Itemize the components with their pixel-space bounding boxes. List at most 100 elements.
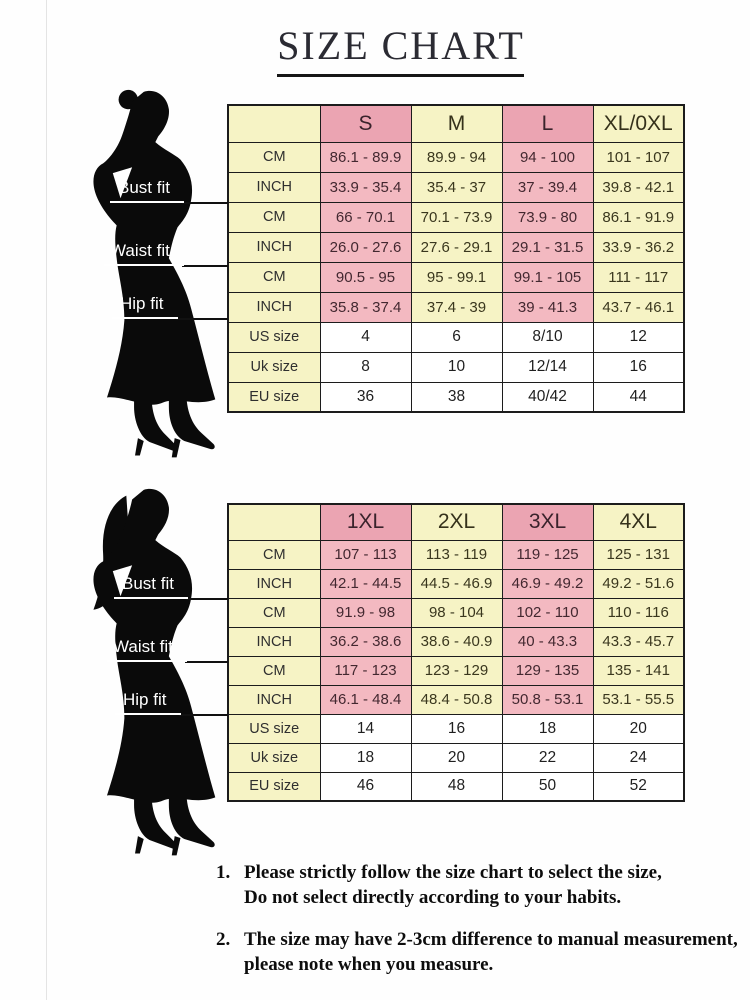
waist-fit-underline [104,264,184,266]
note-line: The size may have 2-3cm difference to ma… [244,929,738,951]
table-row: US size 14 16 18 20 [227,713,685,744]
value-cell: 117 - 123 [319,655,412,686]
value-cell: 35.8 - 37.4 [319,291,412,323]
value-cell: 110 - 116 [592,597,685,628]
note-line: Do not select directly according to your… [244,887,622,909]
size-column-header: L [501,104,594,143]
value-cell: 39.8 - 42.1 [592,171,685,203]
row-label-cell: INCH [227,291,321,323]
value-cell: 86.1 - 91.9 [592,201,685,233]
size-column-header: 1XL [319,503,412,541]
size-table-plus: 1XL 2XL 3XL 4XL CM 107 - 113 113 - 119 119 - 12… [227,503,685,802]
size-column-header: 3XL [501,503,594,541]
table-row: Uk size 8 10 12/14 16 [227,351,685,383]
value-cell: 101 - 107 [592,141,685,173]
value-cell: 50.8 - 53.1 [501,684,594,715]
row-label-cell: INCH [227,626,321,657]
value-cell: 49.2 - 51.6 [592,568,685,599]
value-cell: 36.2 - 38.6 [319,626,412,657]
bust-fit-underline [114,597,188,599]
value-cell: 14 [319,713,412,744]
row-label-cell: CM [227,539,321,570]
value-cell: 37.4 - 39 [410,291,503,323]
value-cell: 86.1 - 89.9 [319,141,412,173]
bust-fit-connector-line [186,598,228,600]
value-cell: 10 [410,351,503,383]
value-cell: 38.6 - 40.9 [410,626,503,657]
row-label-cell: EU size [227,381,321,413]
waist-fit-underline [107,660,187,662]
value-cell: 36 [319,381,412,413]
row-label-cell: Uk size [227,742,321,773]
value-cell: 107 - 113 [319,539,412,570]
notes-section: 1. Please strictly follow the size chart… [216,860,740,994]
value-cell: 33.9 - 35.4 [319,171,412,203]
value-cell: 26.0 - 27.6 [319,231,412,263]
size-column-header: M [410,104,503,143]
value-cell: 35.4 - 37 [410,171,503,203]
row-label-cell: Uk size [227,351,321,383]
row-label-cell: US size [227,713,321,744]
value-cell: 27.6 - 29.1 [410,231,503,263]
value-cell: 43.3 - 45.7 [592,626,685,657]
value-cell: 4 [319,321,412,353]
table-row: INCH 36.2 - 38.6 38.6 - 40.9 40 - 43.3 43.3 … [227,626,685,657]
row-label-cell: EU size [227,771,321,802]
female-silhouette-top [93,89,216,458]
size-column-header: 4XL [592,503,685,541]
waist-fit-label: Waist fit [110,241,170,260]
bust-fit-underline [110,201,184,203]
value-cell: 12 [592,321,685,353]
size-table-plus-wrap: 1XL 2XL 3XL 4XL CM 107 - 113 113 - 119 119 - 12… [227,503,685,802]
page-title: SIZE CHART [277,23,525,68]
value-cell: 129 - 135 [501,655,594,686]
value-cell: 16 [592,351,685,383]
row-label-cell: CM [227,261,321,293]
waist-fit-label: Waist fit [113,637,173,656]
size-column-header: S [319,104,412,143]
value-cell: 43.7 - 46.1 [592,291,685,323]
note-number: 1. [216,862,231,883]
table-row: CM 117 - 123 123 - 129 129 - 135 135 - 141 [227,655,685,686]
value-cell: 22 [501,742,594,773]
corner-cell [227,104,321,143]
waist-fit-connector-line [185,661,228,663]
table-row: INCH 26.0 - 27.6 27.6 - 29.1 29.1 - 31.5 33.… [227,231,685,263]
row-label-cell: CM [227,597,321,628]
table-row: INCH 33.9 - 35.4 35.4 - 37 37 - 39.4 39.8 - … [227,171,685,203]
value-cell: 90.5 - 95 [319,261,412,293]
value-cell: 37 - 39.4 [501,171,594,203]
row-label-cell: US size [227,321,321,353]
value-cell: 40/42 [501,381,594,413]
size-header-row: S M L XL/0XL [227,104,685,143]
value-cell: 119 - 125 [501,539,594,570]
bust-fit-connector-line [182,202,228,204]
title-underline [277,74,524,77]
value-cell: 6 [410,321,503,353]
table-row: INCH 46.1 - 48.4 48.4 - 50.8 50.8 - 53.1 53.… [227,684,685,715]
size-table-regular-wrap: S M L XL/0XL CM 86.1 - 89.9 89.9 - 94 94 - 100 1… [227,104,685,413]
note-item-1: 1. Please strictly follow the size chart… [216,860,740,910]
value-cell: 50 [501,771,594,802]
value-cell: 52 [592,771,685,802]
value-cell: 46.1 - 48.4 [319,684,412,715]
value-cell: 91.9 - 98 [319,597,412,628]
row-label-cell: CM [227,141,321,173]
note-text: Please strictly follow the size chart to… [244,860,740,910]
size-column-header: 2XL [410,503,503,541]
value-cell: 8 [319,351,412,383]
value-cell: 113 - 119 [410,539,503,570]
value-cell: 18 [319,742,412,773]
table-row: INCH 35.8 - 37.4 37.4 - 39 39 - 41.3 43.7 - … [227,291,685,323]
row-label-cell: CM [227,201,321,233]
value-cell: 42.1 - 44.5 [319,568,412,599]
note-item-2: 2. The size may have 2-3cm difference to… [216,927,740,977]
note-line: please note when you measure. [244,954,494,976]
table-row: CM 107 - 113 113 - 119 119 - 125 125 - 131 [227,539,685,570]
table-row: US size 4 6 8/10 12 [227,321,685,353]
value-cell: 95 - 99.1 [410,261,503,293]
corner-cell [227,503,321,541]
value-cell: 111 - 117 [592,261,685,293]
size-column-header: XL/0XL [592,104,685,143]
table-row: CM 66 - 70.1 70.1 - 73.9 73.9 - 80 86.1 - 91… [227,201,685,233]
